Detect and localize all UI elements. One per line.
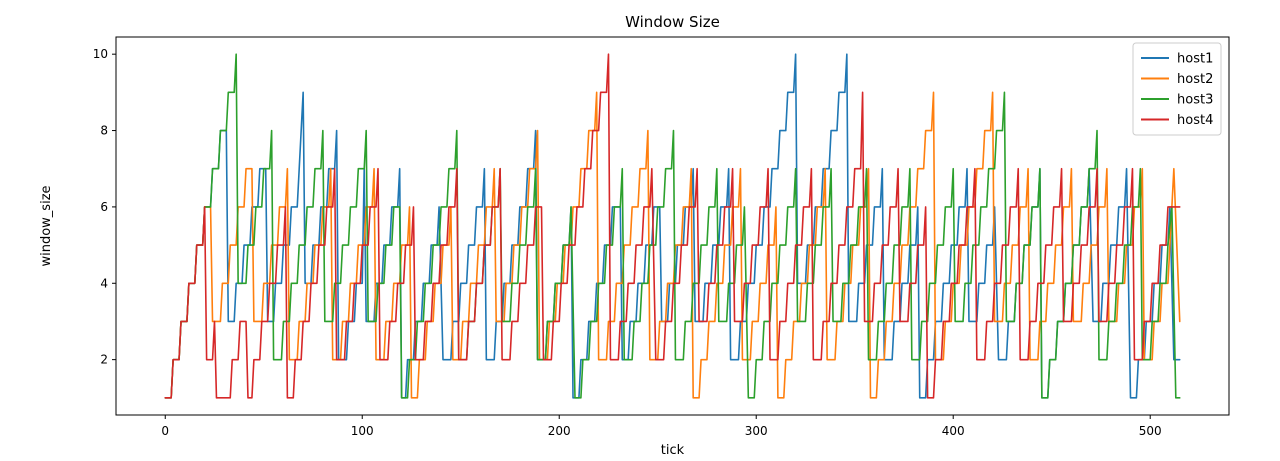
legend-label-host2: host2 (1177, 72, 1213, 87)
series-line-host4 (164, 53, 1181, 399)
y-tick-label: 6 (100, 200, 108, 214)
x-tick-label: 100 (351, 424, 374, 438)
chart-title: Window Size (625, 13, 720, 31)
axes-frame (115, 36, 1230, 416)
x-tick-label: 0 (161, 424, 169, 438)
legend: host1 host2 host3 host4 (1132, 42, 1222, 136)
legend-label-host1: host1 (1177, 52, 1213, 67)
legend-label-host4: host4 (1177, 113, 1213, 128)
legend-box (1132, 42, 1222, 136)
series-line-host1 (164, 53, 1181, 399)
y-tick-label: 8 (100, 124, 108, 138)
plot-area (164, 53, 1181, 399)
series-line-host3 (164, 53, 1181, 399)
x-axis: 0 100 200 300 400 500 (161, 415, 1162, 438)
x-axis-label: tick (661, 443, 685, 458)
y-tick-label: 2 (100, 353, 108, 367)
y-axis: 2 4 6 8 10 (93, 47, 116, 367)
y-axis-label: window_size (39, 185, 54, 266)
y-tick-label: 4 (100, 276, 108, 290)
y-tick-label: 10 (93, 47, 108, 61)
x-tick-label: 400 (942, 424, 965, 438)
x-tick-label: 200 (548, 424, 571, 438)
legend-label-host3: host3 (1177, 93, 1213, 108)
x-tick-label: 500 (1139, 424, 1162, 438)
x-tick-label: 300 (745, 424, 768, 438)
